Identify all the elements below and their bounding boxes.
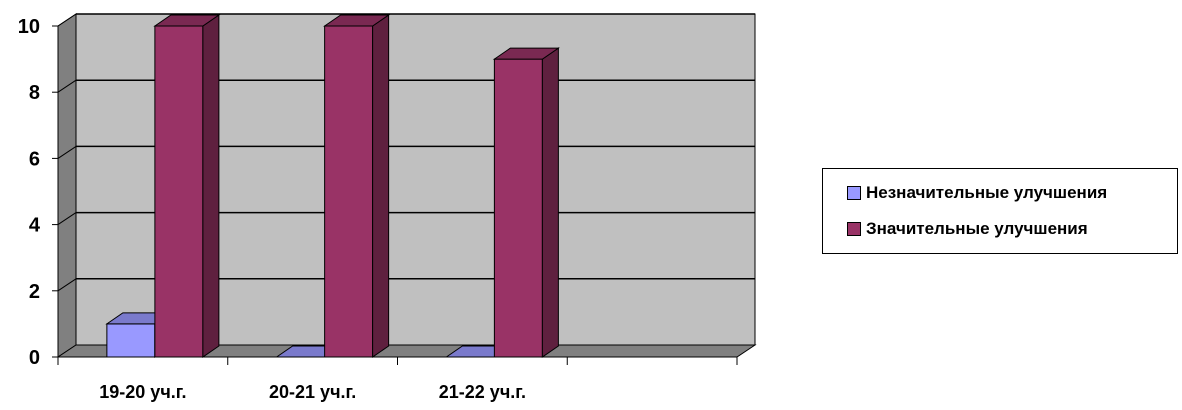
legend-item-series-2: Значительные улучшения bbox=[847, 219, 1088, 239]
bar-side-2 bbox=[202, 14, 220, 358]
y-tick-label: 10 bbox=[18, 16, 40, 38]
bar-2 bbox=[493, 58, 543, 358]
bar-side-2 bbox=[541, 47, 559, 358]
y-tick-label: 8 bbox=[29, 82, 40, 104]
y-tick-label: 4 bbox=[29, 215, 41, 237]
chart-legend: Незначительные улучшения Значительные ул… bbox=[822, 168, 1178, 254]
gridline-side bbox=[57, 79, 77, 93]
bar-1 bbox=[106, 323, 156, 358]
legend-swatch-series-2 bbox=[847, 222, 861, 236]
gridline-side bbox=[57, 13, 77, 27]
gridline-side bbox=[57, 278, 77, 292]
legend-item-series-1: Незначительные улучшения bbox=[847, 183, 1107, 203]
legend-label-series-2: Значительные улучшения bbox=[866, 219, 1088, 238]
bar-side-2 bbox=[372, 14, 390, 358]
gridline-side bbox=[57, 145, 77, 159]
bar-top-2 bbox=[492, 47, 560, 60]
bar-2 bbox=[154, 25, 204, 358]
bar-top-2 bbox=[153, 14, 221, 27]
x-tick-label: 21-22 уч.г. bbox=[439, 382, 526, 402]
x-tick-label: 19-20 уч.г. bbox=[99, 382, 186, 402]
y-tick-label: 0 bbox=[29, 347, 40, 369]
chart-side-wall bbox=[57, 13, 77, 358]
bar-top-2 bbox=[323, 14, 391, 27]
bar-2 bbox=[324, 25, 374, 358]
legend-swatch-series-1 bbox=[847, 186, 861, 200]
y-tick-label: 2 bbox=[29, 281, 40, 303]
x-tick-label: 20-21 уч.г. bbox=[269, 382, 356, 402]
legend-label-series-1: Незначительные улучшения bbox=[866, 183, 1108, 202]
gridline-side bbox=[57, 212, 77, 226]
y-tick-label: 6 bbox=[29, 148, 40, 170]
